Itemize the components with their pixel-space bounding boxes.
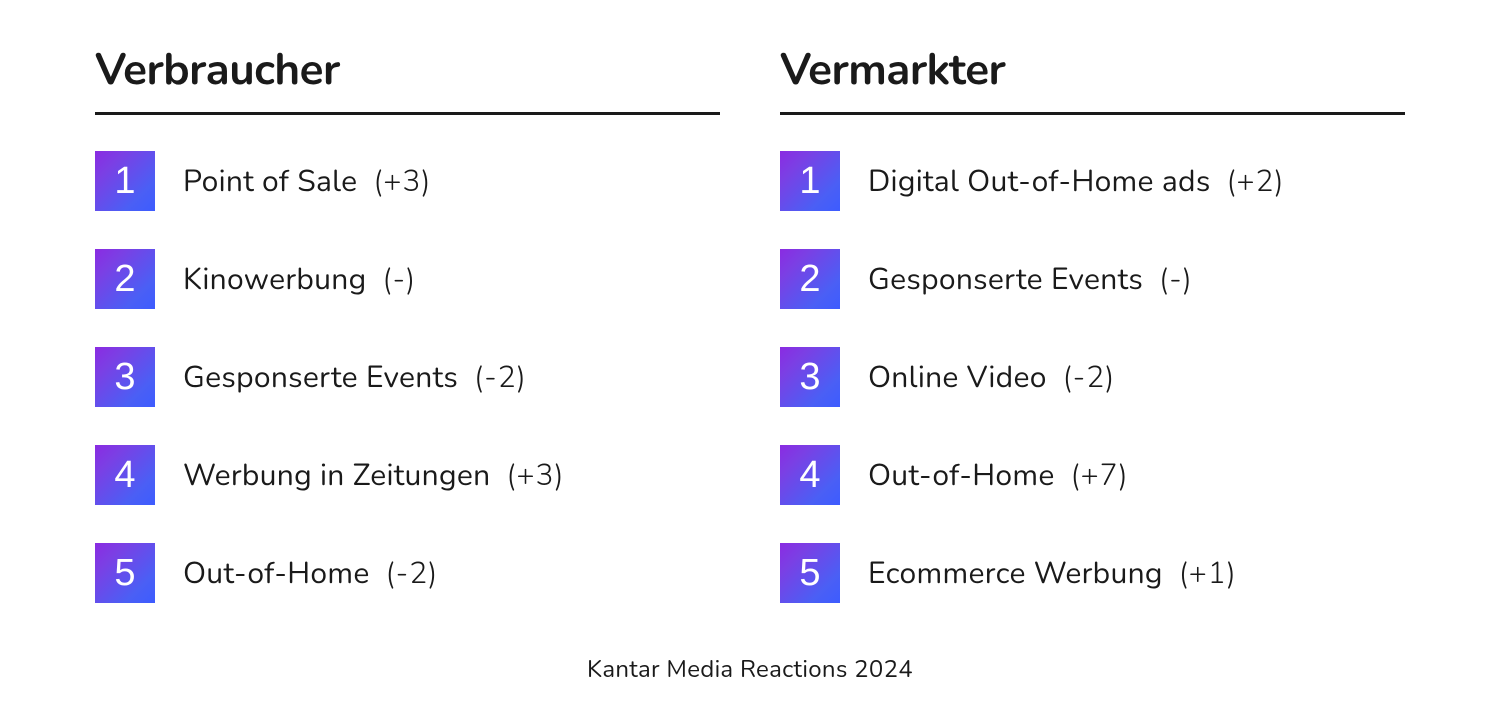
rank-number: 1 bbox=[114, 160, 135, 203]
list-item: 5 Ecommerce Werbung (+1) bbox=[780, 543, 1405, 603]
item-text: Online Video (-2) bbox=[868, 357, 1115, 398]
rank-number: 5 bbox=[799, 552, 820, 595]
item-label: Gesponserte Events bbox=[183, 357, 458, 398]
rank-box: 3 bbox=[780, 347, 840, 407]
rank-number: 1 bbox=[799, 160, 820, 203]
rank-box: 4 bbox=[95, 445, 155, 505]
item-delta: (+3) bbox=[506, 455, 564, 496]
rank-number: 3 bbox=[114, 356, 135, 399]
item-label: Ecommerce Werbung bbox=[868, 553, 1163, 594]
rank-box: 4 bbox=[780, 445, 840, 505]
item-label: Kinowerbung bbox=[183, 259, 367, 300]
item-text: Digital Out-of-Home ads (+2) bbox=[868, 161, 1285, 202]
footer-source: Kantar Media Reactions 2024 bbox=[0, 654, 1500, 686]
list-item: 1 Digital Out-of-Home ads (+2) bbox=[780, 151, 1405, 211]
rank-number: 4 bbox=[799, 454, 820, 497]
item-text: Out-of-Home (+7) bbox=[868, 455, 1129, 496]
item-text: Gesponserte Events (-2) bbox=[183, 357, 527, 398]
item-delta: (+7) bbox=[1071, 455, 1129, 496]
list-item: 1 Point of Sale (+3) bbox=[95, 151, 720, 211]
header-underline bbox=[95, 112, 720, 115]
column-vermarkter: Vermarkter 1 Digital Out-of-Home ads (+2… bbox=[780, 40, 1405, 603]
rank-number: 2 bbox=[114, 258, 135, 301]
list-item: 4 Werbung in Zeitungen (+3) bbox=[95, 445, 720, 505]
column-verbraucher: Verbraucher 1 Point of Sale (+3) 2 Kinow… bbox=[95, 40, 720, 603]
item-text: Out-of-Home (-2) bbox=[183, 553, 438, 594]
item-delta: (-2) bbox=[474, 357, 527, 398]
list-item: 2 Gesponserte Events (-) bbox=[780, 249, 1405, 309]
item-label: Online Video bbox=[868, 357, 1047, 398]
item-delta: (+1) bbox=[1179, 553, 1237, 594]
ranking-comparison-container: Verbraucher 1 Point of Sale (+3) 2 Kinow… bbox=[95, 40, 1405, 603]
rank-box: 5 bbox=[780, 543, 840, 603]
item-delta: (+2) bbox=[1227, 161, 1285, 202]
item-text: Kinowerbung (-) bbox=[183, 259, 416, 300]
item-label: Out-of-Home bbox=[868, 455, 1055, 496]
item-text: Point of Sale (+3) bbox=[183, 161, 431, 202]
item-delta: (-) bbox=[1159, 259, 1193, 300]
list-item: 3 Online Video (-2) bbox=[780, 347, 1405, 407]
rank-number: 5 bbox=[114, 552, 135, 595]
item-delta: (+3) bbox=[373, 161, 431, 202]
item-label: Digital Out-of-Home ads bbox=[868, 161, 1211, 202]
item-text: Werbung in Zeitungen (+3) bbox=[183, 455, 564, 496]
rank-box: 1 bbox=[95, 151, 155, 211]
rank-box: 2 bbox=[95, 249, 155, 309]
item-text: Gesponserte Events (-) bbox=[868, 259, 1193, 300]
item-label: Out-of-Home bbox=[183, 553, 370, 594]
ranking-list: 1 Digital Out-of-Home ads (+2) 2 Gespons… bbox=[780, 151, 1405, 603]
item-label: Gesponserte Events bbox=[868, 259, 1143, 300]
rank-number: 4 bbox=[114, 454, 135, 497]
item-delta: (-2) bbox=[1063, 357, 1116, 398]
rank-number: 2 bbox=[799, 258, 820, 301]
rank-box: 3 bbox=[95, 347, 155, 407]
column-header: Verbraucher bbox=[95, 40, 720, 112]
rank-box: 2 bbox=[780, 249, 840, 309]
ranking-list: 1 Point of Sale (+3) 2 Kinowerbung (-) bbox=[95, 151, 720, 603]
item-label: Point of Sale bbox=[183, 161, 357, 202]
item-delta: (-2) bbox=[386, 553, 439, 594]
list-item: 5 Out-of-Home (-2) bbox=[95, 543, 720, 603]
list-item: 2 Kinowerbung (-) bbox=[95, 249, 720, 309]
item-delta: (-) bbox=[383, 259, 417, 300]
rank-number: 3 bbox=[799, 356, 820, 399]
list-item: 4 Out-of-Home (+7) bbox=[780, 445, 1405, 505]
rank-box: 5 bbox=[95, 543, 155, 603]
header-underline bbox=[780, 112, 1405, 115]
item-text: Ecommerce Werbung (+1) bbox=[868, 553, 1237, 594]
rank-box: 1 bbox=[780, 151, 840, 211]
column-header: Vermarkter bbox=[780, 40, 1405, 112]
list-item: 3 Gesponserte Events (-2) bbox=[95, 347, 720, 407]
item-label: Werbung in Zeitungen bbox=[183, 455, 490, 496]
